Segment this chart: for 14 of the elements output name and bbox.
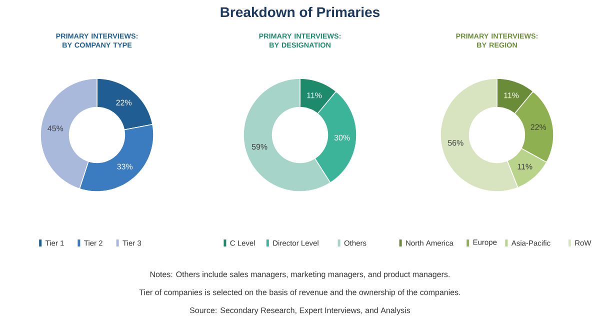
text: Tier of companies is selected on the basis of revenue and the ownership of the companies. [139, 289, 460, 297]
text: Notes: Others include sales managers, marketing managers, and product managers. [150, 271, 450, 279]
data-label: 45% [48, 126, 64, 132]
data-label: 11% [307, 92, 322, 98]
data-label: 22% [116, 100, 132, 106]
data-label: 11% [518, 164, 532, 170]
data-label: 59% [252, 144, 268, 150]
data-label: 22% [530, 124, 546, 130]
source-note: Source: Secondary Research, Expert Interviews, and Analysis [190, 307, 410, 315]
data-label: 33% [117, 164, 133, 170]
data-label: 11% [504, 92, 519, 98]
data-label: 30% [334, 134, 350, 140]
data-label: 56% [448, 140, 464, 146]
text: Breakdown of Primaries [220, 6, 380, 18]
